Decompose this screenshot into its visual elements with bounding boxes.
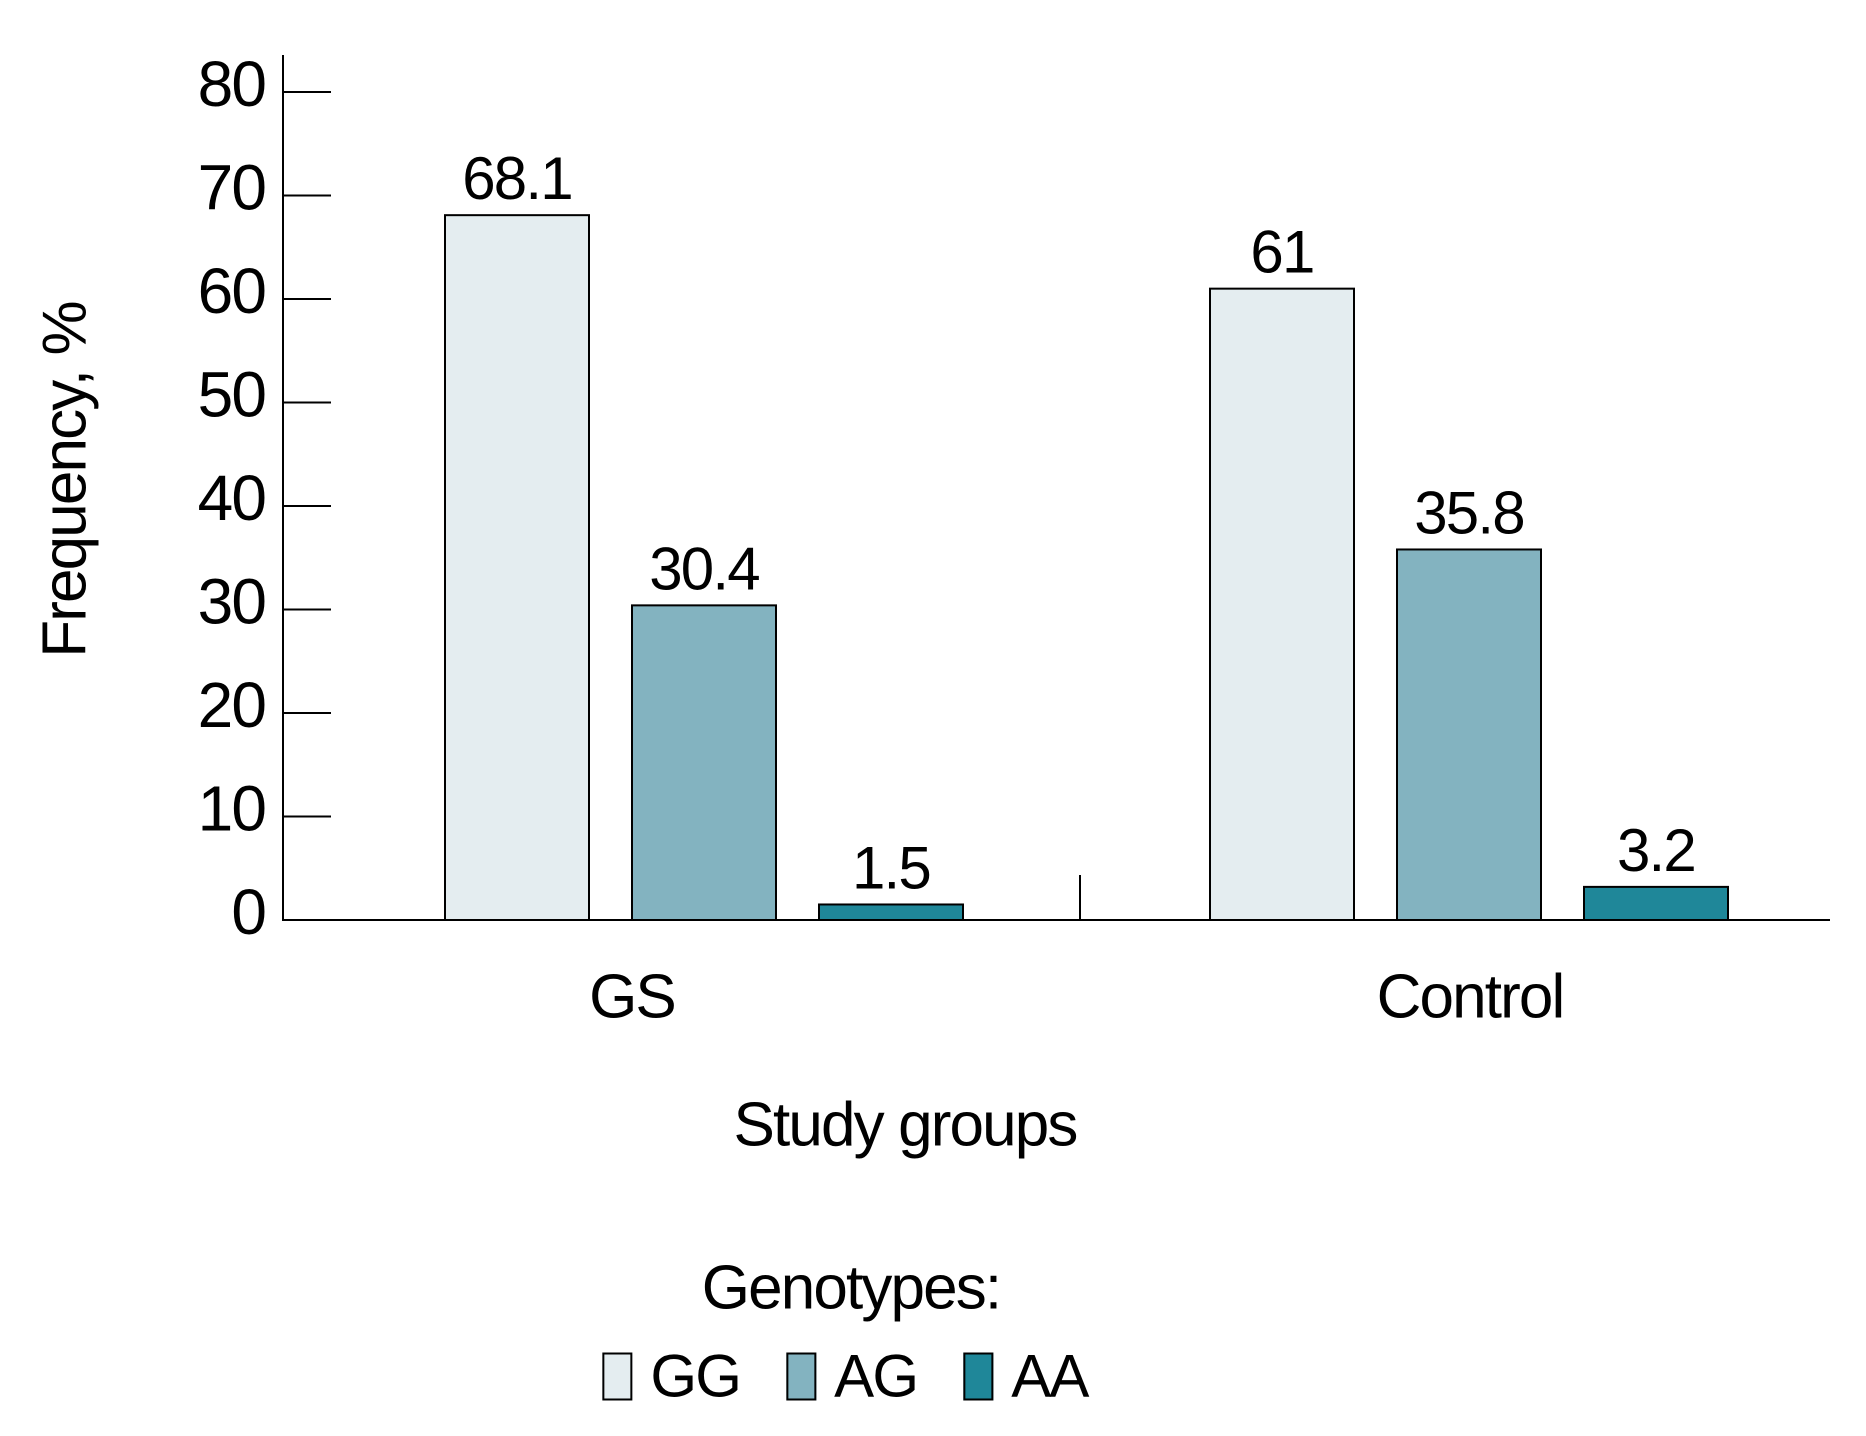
y-tick-label: 30 [198,566,266,638]
legend-item-ag: AG [786,1342,919,1411]
legend-swatch-ag [786,1352,817,1400]
legend-title: Genotypes: [701,1253,1002,1323]
legend: GG AG AA [602,1342,1089,1411]
bar-value-label: 3.2 [1617,817,1695,884]
y-tick-label: 0 [231,876,265,948]
legend-swatch-aa [963,1352,994,1400]
y-tick-label: 80 [198,48,266,120]
bar-value-label: 35.8 [1414,479,1524,546]
category-label-control: Control [1377,963,1564,1032]
bar-value-label: 61 [1250,219,1313,286]
legend-label-gg: GG [650,1342,742,1410]
y-axis-title: Frequency, % [30,302,100,658]
bar-control-ag [1396,548,1542,921]
y-tick-label: 70 [198,152,266,224]
bar-value-label: 30.4 [649,535,759,602]
bar-gs-aa [818,903,964,921]
y-tick-label: 20 [198,669,266,741]
legend-swatch-gg [602,1352,633,1400]
bar-control-aa [1583,885,1729,922]
legend-label-aa: AA [1011,1342,1089,1410]
x-axis-title: Study groups [733,1090,1078,1160]
bar-gs-gg [444,214,590,922]
bar-control-gg [1209,287,1355,921]
bar-gs-ag [631,604,777,921]
legend-item-gg: GG [602,1342,742,1411]
y-tick-label: 40 [198,462,266,534]
legend-item-aa: AA [963,1342,1089,1411]
y-tick-label: 60 [198,255,266,327]
bar-value-label: 1.5 [852,834,930,901]
y-tick-label: 10 [198,773,266,845]
category-label-gs: GS [589,963,675,1032]
bar-value-label: 68.1 [462,145,572,212]
legend-label-ag: AG [834,1342,919,1410]
y-tick-label: 50 [198,359,266,431]
